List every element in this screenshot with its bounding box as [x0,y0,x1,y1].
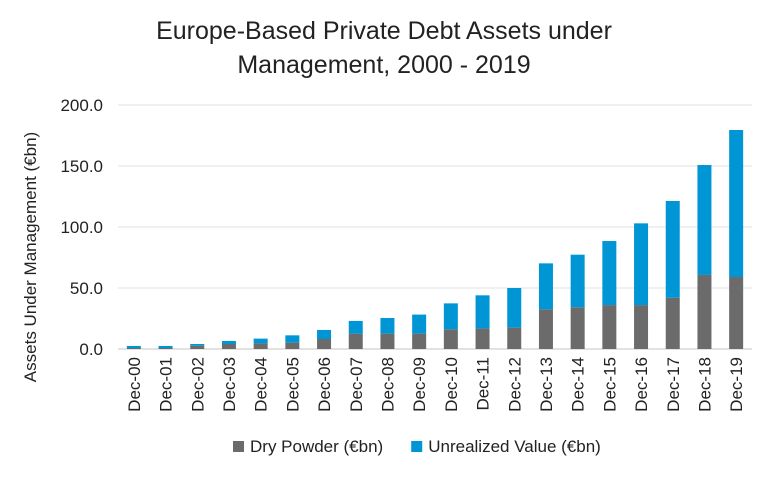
x-tick-label: Dec-06 [315,357,334,412]
x-tick-label: Dec-08 [378,357,397,412]
bar-dry-powder [285,342,300,349]
x-tick-label: Dec-05 [283,357,302,412]
bar-unrealized-value [665,201,680,298]
x-tick-label: Dec-16 [632,357,651,412]
legend-label: Unrealized Value (€bn) [428,437,601,456]
bar-unrealized-value [729,130,744,278]
bar-unrealized-value [126,345,141,349]
bar-unrealized-value [538,263,553,310]
x-tick-label: Dec-11 [474,357,493,411]
bar-dry-powder [697,274,712,349]
bar-dry-powder [602,305,617,349]
bar-unrealized-value [475,295,490,329]
x-tick-label: Dec-01 [157,357,176,412]
bar-unrealized-value [158,345,173,349]
bar-unrealized-value [285,335,300,343]
bar-unrealized-value [317,329,332,339]
bar-unrealized-value [348,320,363,334]
legend-swatch [411,441,423,452]
bar-unrealized-value [507,288,522,328]
bar-dry-powder [570,307,585,349]
x-tick-label: Dec-03 [220,357,239,412]
x-tick-label: Dec-19 [727,357,746,412]
x-tick-label: Dec-07 [347,357,366,412]
y-tick-label: 150.0 [60,157,103,176]
bar-dry-powder [538,309,553,349]
bar-unrealized-value [380,318,395,334]
y-tick-label: 200.0 [60,96,103,115]
bar-dry-powder [253,343,268,349]
bar-unrealized-value [190,343,205,346]
bar-dry-powder [380,333,395,349]
bar-dry-powder [507,327,522,349]
x-tick-label: Dec-15 [600,357,619,412]
legend-swatch [233,441,244,452]
bar-dry-powder [729,277,744,349]
bar-dry-powder [412,333,427,349]
bar-dry-powder [190,345,205,349]
x-tick-label: Dec-14 [569,357,588,412]
bar-dry-powder [665,297,680,349]
bar-unrealized-value [221,340,236,344]
chart-title: Europe-Based Private Debt Assets under M… [0,14,768,82]
x-tick-label: Dec-00 [125,357,144,412]
bar-unrealized-value [253,338,268,344]
x-tick-label: Dec-17 [664,357,683,412]
y-tick-label: 0.0 [79,340,103,359]
bar-dry-powder [475,328,490,349]
x-tick-label: Dec-12 [505,357,524,412]
x-tick-label: Dec-10 [442,357,461,412]
bar-dry-powder [348,333,363,349]
bar-dry-powder [126,348,141,349]
bar-dry-powder [221,343,236,349]
x-tick-label: Dec-02 [188,357,207,412]
y-tick-label: 50.0 [70,279,103,298]
bar-unrealized-value [412,314,427,334]
x-tick-label: Dec-04 [252,357,271,412]
bar-dry-powder [158,348,173,349]
x-tick-label: Dec-13 [537,357,556,412]
y-tick-label: 100.0 [60,218,103,237]
chart-title-line1: Europe-Based Private Debt Assets under [156,17,612,45]
bar-dry-powder [634,305,649,349]
legend-label: Dry Powder (€bn) [250,437,383,456]
y-axis-label: Assets Under Management (€bn) [21,132,40,382]
bar-unrealized-value [443,303,458,330]
bar-unrealized-value [634,223,649,306]
x-tick-label: Dec-09 [410,357,429,412]
x-tick-label: Dec-18 [695,357,714,412]
bar-dry-powder [443,329,458,349]
bar-dry-powder [317,338,332,349]
bar-unrealized-value [570,254,585,308]
bar-unrealized-value [602,241,617,306]
chart-title-line2: Management, 2000 - 2019 [237,51,531,79]
bar-unrealized-value [697,165,712,275]
